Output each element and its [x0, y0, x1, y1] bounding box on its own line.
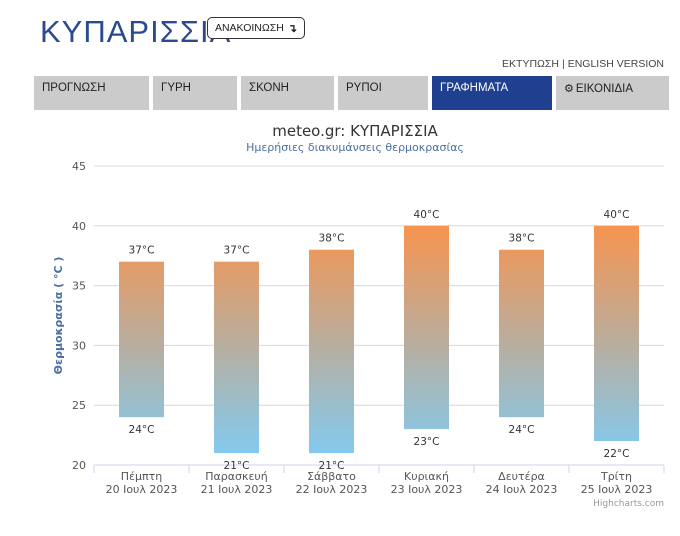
x-category-date: 25 Ιουλ 2023 [581, 483, 653, 496]
tab-forecast[interactable]: ΠΡΟΓΝΩΣΗ [34, 76, 149, 110]
temperature-bar [119, 261, 164, 418]
tab-dust[interactable]: ΣΚΟΝΗ [241, 76, 334, 110]
high-temp-label: 38°C [319, 233, 345, 245]
y-tick-label: 35 [72, 280, 86, 293]
x-category-day: Πέμπτη [121, 470, 162, 483]
tab-label: ΓΡΑΦΗΜΑΤΑ [440, 82, 509, 94]
tab-icons[interactable]: ⚙ ΕΙΚΟΝΙΔΙΑ [556, 76, 669, 110]
page-title: ΚΥΠΑΡΙΣΣΙΑ [40, 14, 232, 49]
temperature-chart: meteo.gr: ΚΥΠΑΡΙΣΣΙΑ Ημερήσιες διακυμάνσε… [0, 114, 680, 532]
temperature-bar [309, 249, 354, 454]
low-temp-label: 24°C [509, 424, 535, 436]
x-category-date: 21 Ιουλ 2023 [201, 483, 273, 496]
high-temp-label: 37°C [224, 245, 250, 257]
x-category-date: 23 Ιουλ 2023 [391, 483, 463, 496]
tab-label: ΓΥΡΗ [161, 82, 191, 94]
y-axis-label: Θερμοκρασία ( °C ) [52, 257, 65, 375]
low-temp-label: 21°C [224, 460, 250, 472]
high-temp-label: 37°C [129, 245, 155, 257]
announcement-label: ΑΝΑΚΟΙΝΩΣΗ [214, 22, 284, 34]
tab-bar: ΠΡΟΓΝΩΣΗ ΓΥΡΗ ΣΚΟΝΗ ΡΥΠΟΙ ΓΡΑΦΗΜΑΤΑ ⚙ ΕΙΚ… [34, 76, 670, 110]
temperature-bar [404, 225, 449, 430]
low-temp-label: 23°C [414, 436, 440, 448]
high-temp-label: 40°C [414, 209, 440, 221]
high-temp-label: 40°C [604, 209, 630, 221]
low-temp-label: 22°C [604, 448, 630, 460]
x-category-day: Δευτέρα [498, 470, 545, 483]
x-category-day: Σάββατο [307, 470, 356, 483]
tab-pollen[interactable]: ΓΥΡΗ [153, 76, 237, 110]
low-temp-label: 24°C [129, 424, 155, 436]
x-category-day: Τρίτη [600, 470, 632, 483]
tab-label: ΡΥΠΟΙ [346, 82, 382, 94]
tab-label: ΠΡΟΓΝΩΣΗ [42, 82, 106, 94]
chart-subtitle: Ημερήσιες διακυμάνσεις θερμοκρασίας [246, 141, 464, 154]
y-tick-label: 40 [72, 220, 86, 233]
x-category-day: Κυριακή [404, 470, 449, 483]
temperature-bar [499, 249, 544, 418]
gear-icon: ⚙ [564, 83, 574, 95]
tab-charts[interactable]: ΓΡΑΦΗΜΑΤΑ [432, 76, 552, 110]
tab-label: ΣΚΟΝΗ [249, 82, 289, 94]
y-tick-label: 30 [72, 339, 86, 352]
y-tick-label: 25 [72, 399, 86, 412]
temperature-bar [214, 261, 259, 454]
link-separator: | [561, 58, 565, 70]
y-tick-label: 20 [72, 459, 86, 472]
credits-link: Highcharts.com [593, 499, 664, 509]
tab-pollutants[interactable]: ΡΥΠΟΙ [338, 76, 428, 110]
low-temp-label: 21°C [319, 460, 345, 472]
x-category-date: 22 Ιουλ 2023 [296, 483, 368, 496]
english-version-link[interactable]: ENGLISH VERSION [567, 58, 664, 70]
x-category-date: 20 Ιουλ 2023 [106, 483, 178, 496]
tab-label: ΕΙΚΟΝΙΔΙΑ [575, 83, 634, 95]
announcement-button[interactable]: ΑΝΑΚΟΙΝΩΣΗ ↴ [207, 17, 305, 39]
top-links: ΕΚΤΥΠΩΣΗ | ENGLISH VERSION [502, 58, 664, 70]
x-category-date: 24 Ιουλ 2023 [486, 483, 558, 496]
x-category-day: Παρασκευή [205, 470, 268, 483]
temperature-bar [594, 225, 639, 442]
high-temp-label: 38°C [509, 233, 535, 245]
y-tick-label: 45 [72, 160, 86, 173]
arrow-down-right-icon: ↴ [287, 22, 298, 35]
print-link[interactable]: ΕΚΤΥΠΩΣΗ [502, 58, 559, 70]
chart-title: meteo.gr: ΚΥΠΑΡΙΣΣΙΑ [272, 122, 438, 140]
